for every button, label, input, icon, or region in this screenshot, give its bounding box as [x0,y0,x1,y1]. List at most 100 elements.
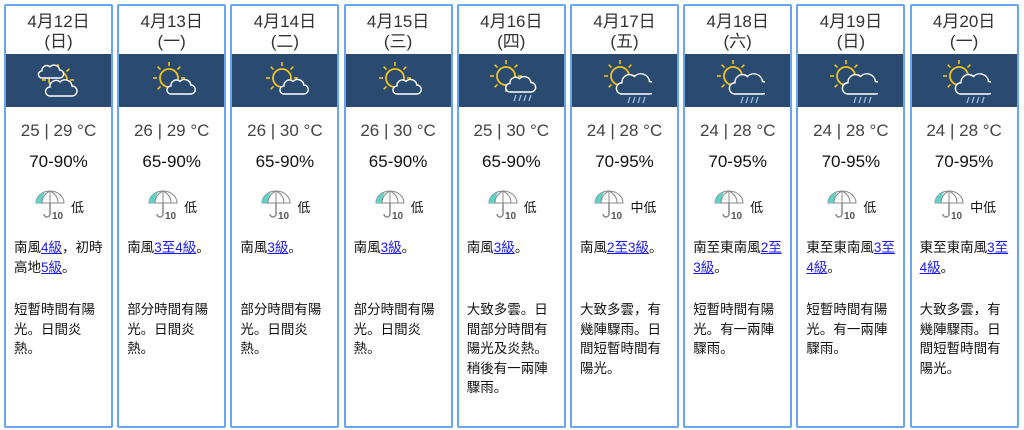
wind-text: 東至東南風 [806,240,874,255]
wind-text: 南風 [14,240,41,255]
wind-text: 。 [514,240,529,255]
wind-forecast: 南至東南風2至3級。 [693,238,783,277]
weather-description: 短暫時間有陽光。有一兩陣驟雨。 [806,302,888,356]
wind-text: 南風 [466,240,494,255]
svg-text:10: 10 [278,211,290,222]
temperature-range: 25 | 29 °C [20,121,97,140]
sun-showers-icon [716,59,765,103]
sun-clouds-icon [37,63,78,97]
weekday-label: (一) [949,32,979,51]
weather-description: 短暫時間有陽光。有一兩陣驟雨。 [693,302,775,356]
weekday-label: (二) [270,32,300,51]
svg-text:10: 10 [951,211,963,222]
wind-text: 南風 [353,240,381,255]
date-label: 4月13日 [140,12,203,31]
rain-probability: 低 [297,200,311,215]
rain-probability: 中低 [630,200,657,215]
date-label: 4月20日 [932,12,996,31]
date-label: 4月14日 [253,12,317,31]
wind-text: ，初時高地 [14,240,103,275]
sun-cloud-icon [379,61,423,95]
wind-force-link[interactable]: 3級 [267,240,289,255]
svg-text:10: 10 [505,211,517,222]
humidity-range: 65-90% [255,152,315,171]
weather-description: 短暫時間有陽光。日間炎熱。 [14,302,95,356]
rain-probability: 低 [70,200,84,215]
humidity-range: 65-90% [481,152,541,171]
wind-text: 。 [62,259,76,275]
wind-forecast: 東至東南風3至4級。 [806,238,896,277]
forecast-day-card: 4月13日 (一) 26 | 29 °C 65-90% 10 低 南風3至4級。 部… [117,4,227,428]
wind-forecast: 南風3級。 [467,238,557,258]
wind-force-link[interactable]: 3級 [380,240,402,255]
wind-text: 。 [401,240,416,255]
weekday-label: (日) [44,32,73,51]
umbrella-icon: 10 [712,188,746,225]
wind-force-link[interactable]: 3至4級 [919,240,1009,275]
wind-force-link[interactable]: 3至4級 [154,240,197,255]
wind-text: 。 [649,240,663,255]
umbrella-icon: 10 [33,188,67,225]
date-label: 4月15日 [366,12,430,31]
wind-force-link[interactable]: 3級 [493,240,515,255]
umbrella-icon: 10 [146,188,180,225]
forecast-day-card: 4月17日 (五) 24 | 28 °C 70-95% 10 中低 南風2至3級。 … [570,4,679,428]
wind-force-link[interactable]: 3至4級 [806,240,895,275]
forecast-day-card: 4月14日 (二) 26 | 30 °C 65-90% 10 低 南風3級。 部分時… [230,4,340,428]
wind-text: 。 [196,240,210,255]
weekday-label: (五) [610,32,639,51]
wind-text: 。 [827,259,841,275]
wind-forecast: 南風4級，初時高地5級。 [14,238,104,277]
rain-probability: 低 [184,200,198,215]
humidity-range: 65-90% [368,152,428,171]
wind-text: 。 [288,240,302,255]
date-label: 4月16日 [480,12,543,31]
sun-cloud-icon [265,61,309,95]
date-label: 4月18日 [706,12,769,31]
svg-text:10: 10 [611,211,623,222]
rain-probability: 低 [750,200,764,215]
weekday-label: (四) [497,32,526,51]
wind-text: 南至東南風 [693,240,761,255]
wind-forecast: 南風3至4級。 [127,238,217,258]
forecast-day-card: 4月18日 (六) 24 | 28 °C 70-95% 10 低 南至東南風2至3級… [683,4,793,428]
wind-force-link[interactable]: 4級 [41,240,63,255]
wind-forecast: 南風2至3級。 [580,238,670,258]
umbrella-icon: 10 [486,188,520,225]
rain-probability: 低 [523,200,537,215]
weather-description: 大致多雲，有幾陣驟雨。日間短暫時間有陽光。 [580,302,661,376]
wind-force-link[interactable]: 2至3級 [693,240,782,275]
umbrella-icon: 10 [259,188,293,225]
weekday-label: (日) [836,32,866,51]
wind-text: 南風 [127,240,155,255]
humidity-range: 70-95% [708,152,767,171]
wind-text: 。 [714,259,728,275]
date-label: 4月19日 [819,12,883,31]
svg-text:10: 10 [165,211,177,222]
date-label: 4月17日 [593,12,656,31]
forecast-day-card: 4月19日 (日) 24 | 28 °C 70-95% 10 低 東至東南風3至4級… [796,4,906,428]
temperature-range: 26 | 30 °C [360,121,436,140]
weather-description: 大致多雲。日間部分時間有陽光及炎熱。稍後有一兩陣驟雨。 [466,302,548,395]
wind-forecast: 東至東南風3至4級。 [920,238,1010,277]
weekday-label: (三) [383,32,413,51]
sun-showers-icon [603,59,652,103]
wind-force-link[interactable]: 5級 [41,259,63,275]
forecast-day-card: 4月20日 (一) 24 | 28 °C 70-95% 10 中低 東至東南風3至4… [909,4,1019,428]
weekday-label: (一) [157,32,186,51]
sun-showers-icon [829,59,878,103]
temperature-range: 26 | 30 °C [247,121,323,140]
wind-force-link[interactable]: 2至3級 [607,240,650,255]
rain-probability: 低 [410,200,424,215]
humidity-range: 70-95% [595,152,654,171]
wind-text: 東至東南風 [919,240,988,255]
temperature-range: 24 | 28 °C [699,121,776,140]
svg-text:10: 10 [392,211,404,222]
svg-text:10: 10 [731,211,743,222]
rain-probability: 中低 [970,200,997,215]
umbrella-icon: 10 [932,188,966,225]
humidity-range: 65-90% [142,152,201,171]
sun-cloud-icon [152,61,196,95]
temperature-range: 24 | 28 °C [586,121,663,140]
wind-forecast: 南風3級。 [240,238,330,258]
